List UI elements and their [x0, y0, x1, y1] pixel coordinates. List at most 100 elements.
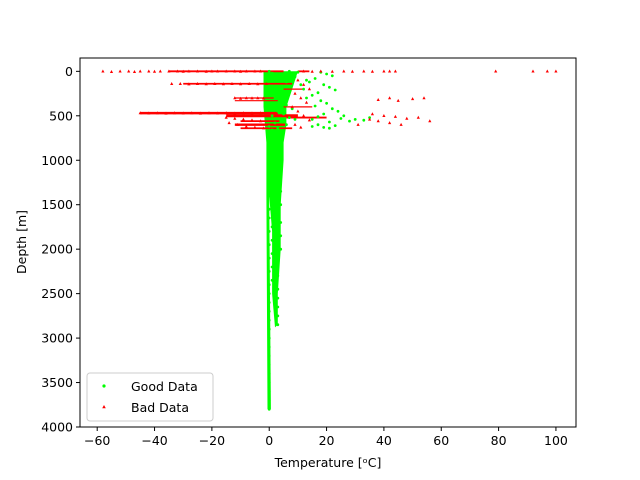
bad-data-point: [239, 69, 243, 73]
good-data-point: [279, 142, 283, 146]
x-axis-ticks: −60 −40 −20 0 20 40 60 80 100: [84, 427, 568, 448]
y-tick-label: 4000: [41, 420, 73, 435]
bad-data-point: [370, 112, 374, 116]
good-data-point: [333, 124, 337, 127]
good-data-point: [279, 221, 283, 224]
bad-data-point: [250, 111, 254, 115]
bad-data-point: [388, 69, 392, 73]
good-data-point: [276, 274, 280, 278]
bad-data-point: [164, 111, 168, 115]
bad-data-point: [250, 118, 254, 122]
good-data-point: [279, 247, 283, 251]
x-tick-label: −20: [199, 433, 225, 448]
legend-box: [86, 372, 214, 422]
bad-data-point: [241, 111, 245, 115]
bad-data-point: [147, 69, 151, 73]
good-data-point: [267, 283, 271, 287]
y-tick-label: 500: [49, 108, 73, 123]
x-tick-label: −40: [141, 433, 167, 448]
good-data-point: [267, 301, 271, 304]
bad-data-point: [241, 117, 245, 121]
good-data-point: [279, 190, 283, 193]
bad-data-point: [382, 69, 386, 73]
x-tick-label: 40: [376, 433, 392, 448]
bad-data-point: [428, 119, 432, 123]
good-data-point: [353, 118, 357, 121]
bad-data-point: [233, 116, 237, 120]
bad-data-point: [376, 119, 380, 123]
bad-data-point: [195, 69, 200, 73]
bad-data-point: [259, 69, 263, 73]
good-data-point: [267, 139, 271, 143]
bad-data-point: [118, 69, 122, 73]
good-data-point: [313, 77, 317, 80]
good-data-point: [285, 123, 288, 127]
bad-data-point: [342, 69, 346, 73]
bad-data-point: [368, 117, 372, 121]
good-data-point: [276, 287, 280, 291]
good-data-point: [302, 87, 305, 91]
good-data-point: [299, 83, 303, 87]
good-data-point: [273, 96, 277, 100]
good-data-point: [279, 151, 283, 155]
y-tick-label: 2000: [41, 242, 73, 257]
bad-data-point: [236, 122, 240, 126]
bad-data-point: [230, 82, 234, 85]
good-data-point: [267, 194, 271, 198]
bad-data-point: [405, 116, 409, 120]
good-data-point: [270, 167, 274, 171]
good-data-point: [310, 118, 314, 121]
good-data-point: [328, 85, 331, 89]
bad-data-point: [293, 91, 297, 95]
bad-data-point: [388, 121, 392, 125]
bad-data-point: [261, 96, 266, 100]
good-data-point: [273, 150, 277, 153]
bad-data-point: [376, 98, 380, 101]
plot-frame: [79, 57, 577, 428]
good-data-point: [267, 216, 271, 220]
good-data-point: [270, 238, 274, 242]
bad-data-point: [101, 69, 105, 73]
good-data-point: [319, 99, 323, 103]
bad-data-point: [302, 114, 306, 117]
x-tick-label: 100: [544, 433, 568, 448]
bad-data-point: [293, 122, 297, 126]
bad-data-point: [152, 69, 157, 73]
bad-data-point: [531, 69, 535, 73]
good-data-point: [282, 130, 285, 134]
bad-data-point: [198, 111, 202, 115]
good-data-point: [308, 80, 311, 84]
bad-data-point: [388, 96, 392, 100]
good-data-point: [328, 126, 331, 130]
bad-data-point: [244, 96, 248, 100]
y-axis-ticks: 0 500 1000 1500 2000 2500 3000 3500 4000: [41, 64, 80, 435]
data-points: [101, 69, 558, 411]
y-tick-label: 2500: [41, 286, 73, 301]
bad-data-point: [190, 111, 194, 115]
good-data-point: [276, 146, 280, 150]
bad-data-point: [187, 69, 191, 73]
good-data-point: [316, 91, 320, 95]
bad-data-point: [250, 96, 254, 100]
bad-data-point: [224, 69, 228, 73]
bad-data-point: [167, 69, 171, 73]
bad-data-point: [393, 114, 397, 118]
good-data-point: [310, 125, 314, 128]
x-axis-label: Temperature [ᵒC]: [274, 455, 382, 470]
bad-data-point: [224, 115, 228, 119]
good-data-point: [330, 74, 334, 78]
good-data-point: [313, 104, 317, 108]
bad-data-point: [204, 69, 208, 73]
good-data-point: [362, 118, 366, 122]
good-data-point: [273, 141, 277, 144]
plot-area: [80, 58, 576, 427]
bad-data-point: [494, 69, 498, 73]
good-data-point: [330, 107, 334, 111]
bad-data-point: [411, 97, 415, 101]
good-data-point: [322, 126, 326, 129]
x-tick-label: 60: [433, 433, 449, 448]
legend: Good Data Bad Data: [86, 372, 214, 422]
good-data-point: [279, 203, 283, 207]
good-data-point: [267, 372, 271, 376]
good-data-point: [305, 78, 308, 82]
